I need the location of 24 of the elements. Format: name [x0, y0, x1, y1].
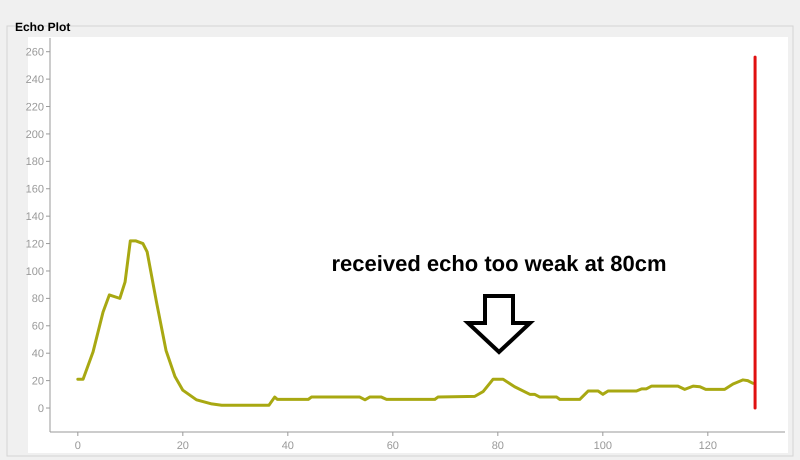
y-tick-label: 20 — [32, 375, 44, 388]
y-tick-label: 60 — [32, 320, 44, 333]
x-tick-label: 80 — [492, 440, 504, 452]
y-tick-label: 40 — [32, 348, 44, 360]
x-tick-label: 0 — [74, 440, 81, 452]
y-tick-label: 240 — [26, 74, 44, 86]
x-tick-label: 40 — [282, 440, 294, 452]
y-tick-label: 160 — [26, 184, 44, 196]
chart-title: Echo Plot — [15, 20, 70, 34]
y-tick-label: 100 — [26, 266, 44, 278]
annotation: received echo too weak at 80cm — [331, 251, 667, 276]
x-tick-label: 60 — [386, 440, 399, 452]
y-tick-label: 0 — [38, 402, 44, 415]
x-tick-label: 100 — [594, 440, 612, 452]
y-tick-label: 260 — [26, 46, 44, 59]
y-tick-label: 140 — [26, 211, 44, 224]
x-tick-label: 120 — [698, 440, 718, 452]
y-tick-label: 180 — [26, 156, 44, 168]
y-tick-label: 80 — [32, 293, 44, 306]
y-tick-label: 120 — [26, 238, 44, 250]
y-tick-label: 200 — [26, 128, 44, 141]
y-tick-label: 220 — [26, 101, 44, 114]
line-series — [76, 239, 754, 407]
x-tick-label: 20 — [176, 440, 189, 452]
